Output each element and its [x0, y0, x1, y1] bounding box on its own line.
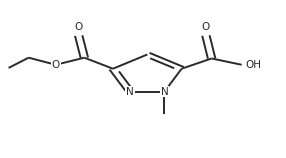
Text: O: O	[202, 22, 210, 32]
Text: O: O	[75, 22, 83, 32]
Text: OH: OH	[245, 60, 261, 70]
Text: N: N	[160, 87, 168, 97]
Text: N: N	[126, 87, 134, 97]
Text: O: O	[52, 60, 60, 70]
